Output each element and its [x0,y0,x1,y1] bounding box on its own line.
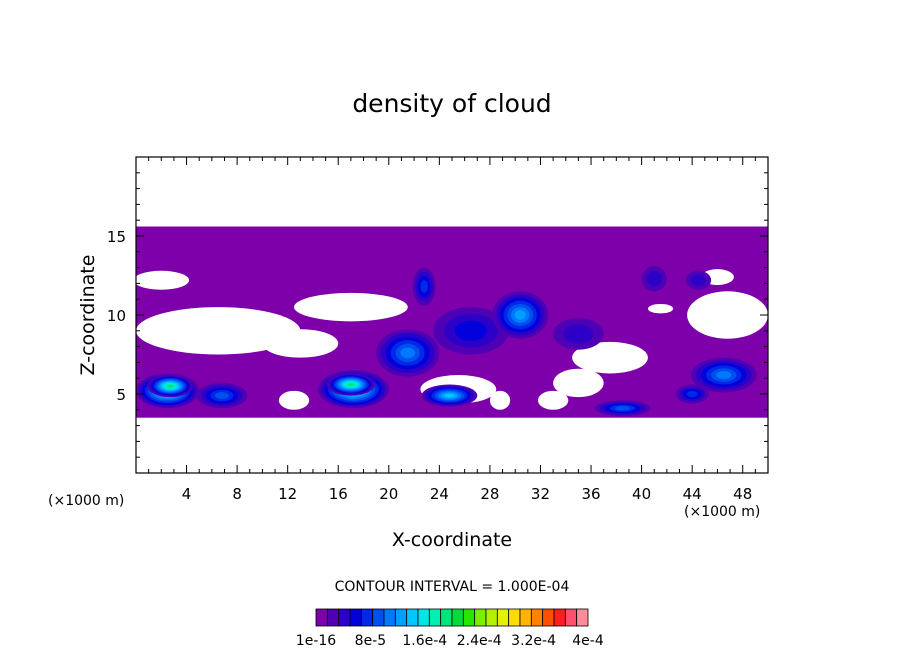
x-axis-label: X-coordinate [392,529,512,551]
density-cell [686,390,698,398]
colorbar-swatch [417,608,430,627]
y-tick-label: 5 [116,386,126,404]
colorbar-swatch [326,608,340,627]
colorbar-label: 8e-5 [355,633,386,649]
x-axis-unit-left: (×1000 m) [48,493,124,509]
colorbar-swatch [394,608,408,627]
clear-region [647,303,674,314]
density-cell [615,406,631,411]
colorbar-swatch [530,608,544,627]
colorbar-swatch [349,608,362,627]
x-tick-label: 20 [379,485,398,503]
x-tick-label: 12 [278,485,297,503]
x-axis-ticks: 4 8 12 16 20 24 28 32 36 40 44 48 [148,157,756,503]
density-cell [454,320,488,341]
colorbar-label: 1.6e-4 [402,633,447,649]
clear-region [278,390,310,410]
colorbar-swatch [576,608,589,627]
x-tick-label: 24 [430,485,449,503]
density-cell [646,271,662,287]
y-axis-label: Z-coordinate [77,255,99,376]
clear-region [687,291,768,339]
y-tick-label: 15 [107,228,126,246]
colorbar-label: 1e-16 [296,633,336,649]
x-tick-label: 8 [232,485,242,503]
colorbar-swatch [360,608,374,627]
colorbar-swatch [462,608,476,627]
clear-region [294,292,408,322]
colorbar-label: 3.2e-4 [511,633,556,649]
colorbar-swatch [315,608,328,627]
contour-interval-text: CONTOUR INTERVAL = 1.000E-04 [335,579,570,595]
density-cell [400,347,416,359]
density-cell [716,371,732,380]
x-tick-label: 36 [581,485,600,503]
colorbar-labels: 1e-16 8e-5 1.6e-4 2.4e-4 3.2e-4 4e-4 [296,633,604,649]
x-tick-label: 28 [480,485,499,503]
x-tick-label: 40 [632,485,651,503]
clear-region [136,270,190,290]
x-tick-label: 4 [182,485,192,503]
colorbar-swatch [519,608,532,627]
density-cell [420,280,428,293]
density-cell [514,310,526,320]
y-axis-ticks: 5 10 15 [107,172,768,458]
density-cell [167,384,174,388]
colorbar-label: 4e-4 [572,633,604,649]
x-tick-label: 44 [683,485,702,503]
clear-region [553,368,604,398]
x-tick-label: 16 [329,485,348,503]
colorbar-swatch [474,608,487,627]
density-cell [690,274,707,286]
y-tick-label: 10 [107,307,126,325]
density-cell [563,324,594,344]
clear-region [572,341,648,374]
colorbar-swatch [542,608,555,627]
colorbar-swatch [496,608,510,627]
clear-region [136,307,301,355]
clear-region [537,390,569,410]
colorbar-swatch [406,608,419,627]
density-cell [215,392,229,400]
colorbar-swatch [372,608,385,627]
x-axis-unit-right: (×1000 m) [684,504,760,520]
colorbar-label: 2.4e-4 [457,633,502,649]
colorbar-swatch [383,608,396,627]
colorbar-swatch [485,608,498,627]
density-cell [444,393,455,398]
x-tick-label: 48 [733,485,752,503]
colorbar-swatch [440,608,453,627]
colorbar-swatch [338,608,351,627]
colorbar-swatch [508,608,521,627]
colorbar-swatch [451,608,464,627]
chart-title: density of cloud [352,89,551,118]
colorbar-swatch [428,608,442,627]
density-cell [347,383,355,386]
colorbar [315,608,589,627]
x-tick-label: 32 [531,485,550,503]
density-field [136,226,768,418]
clear-region [262,329,339,358]
colorbar-swatch [553,608,566,627]
clear-region [489,390,511,410]
colorbar-swatch [564,608,578,627]
